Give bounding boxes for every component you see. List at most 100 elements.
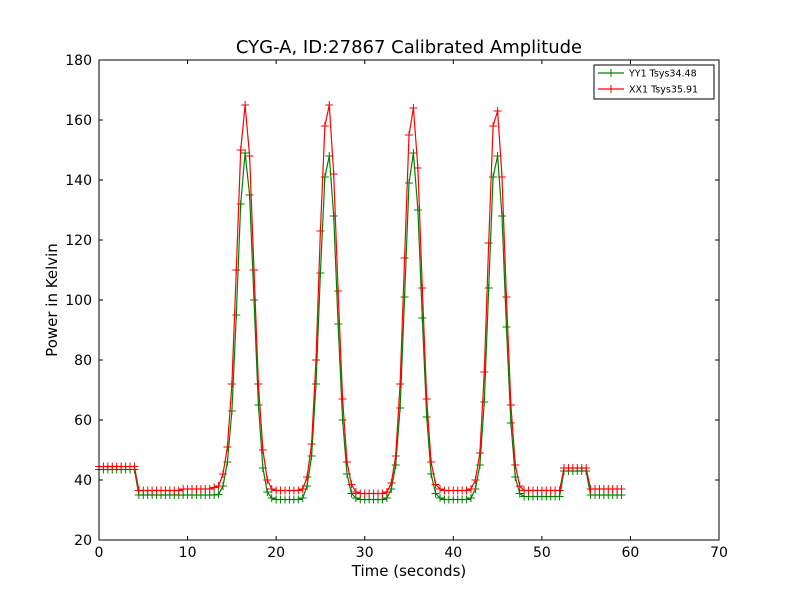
data-point-marker (462, 495, 471, 504)
data-point-marker (258, 446, 267, 454)
data-point-marker (347, 489, 356, 498)
data-point-marker (396, 380, 405, 388)
legend: YY1 Tsys34.48 XX1 Tsys35.91 (593, 64, 715, 100)
data-point-marker (303, 482, 312, 490)
data-point-marker (484, 239, 493, 247)
data-point-marker (174, 486, 183, 495)
data-point-marker (484, 284, 493, 292)
data-point-marker (334, 287, 343, 295)
data-point-marker (506, 419, 515, 427)
data-point-marker (351, 488, 360, 496)
data-point-marker (555, 486, 564, 495)
data-point-marker (511, 461, 520, 469)
data-point-marker (467, 494, 475, 502)
data-point-marker (436, 494, 444, 502)
data-point-marker (471, 476, 480, 484)
data-point-marker (316, 269, 325, 277)
data-point-marker (245, 191, 254, 199)
data-point-marker (409, 104, 418, 112)
data-point-marker (298, 494, 307, 502)
data-point-marker (298, 485, 307, 493)
data-point-marker (475, 449, 484, 457)
plot-series-group (95, 101, 626, 504)
y-tick-label: 20 (74, 533, 92, 549)
y-tick-label: 160 (65, 113, 92, 129)
ticks-group: 0 10 20 30 40 50 60 70 20 40 60 80 100 120 140 160 180 (65, 53, 728, 561)
data-point-marker (214, 482, 223, 490)
data-point-marker (431, 480, 440, 489)
data-point-marker (329, 212, 338, 220)
data-point-marker (245, 152, 254, 160)
data-point-marker (378, 489, 387, 498)
data-point-marker (462, 486, 471, 495)
data-point-marker (413, 164, 422, 172)
x-tick-label: 60 (622, 545, 640, 561)
legend-label: XX1 Tsys35.91 (629, 85, 698, 96)
data-point-marker (210, 491, 219, 499)
data-point-marker (312, 380, 320, 388)
data-point-marker (236, 200, 245, 208)
x-tick-label: 70 (710, 545, 728, 561)
x-tick-label: 30 (356, 545, 374, 561)
y-tick-label: 180 (65, 53, 92, 69)
data-point-marker (227, 407, 236, 415)
data-point-marker (250, 266, 258, 274)
series-xx1 (95, 101, 626, 498)
data-point-marker (334, 320, 343, 328)
legend-marker (607, 69, 615, 77)
data-point-marker (480, 398, 489, 406)
data-point-marker (431, 489, 440, 498)
legend-label: YY1 Tsys34.48 (628, 69, 697, 80)
y-axis-label: Power in Kelvin (43, 243, 61, 357)
data-point-marker (436, 485, 444, 493)
data-point-marker (130, 462, 139, 471)
data-point-marker (223, 443, 232, 451)
data-point-marker (400, 293, 409, 301)
x-tick-label: 0 (95, 545, 104, 561)
data-point-marker (254, 401, 263, 409)
data-point-marker (338, 416, 347, 424)
data-point-marker (267, 494, 276, 502)
data-point-marker (294, 495, 303, 504)
data-point-marker (391, 452, 400, 460)
data-point-marker (467, 485, 475, 493)
data-point-marker (316, 227, 325, 235)
data-point-marker (241, 101, 250, 109)
x-tick-label: 10 (179, 545, 197, 561)
data-point-marker (515, 482, 524, 490)
data-point-marker (400, 254, 409, 262)
data-point-marker (307, 440, 316, 448)
data-point-marker (582, 464, 591, 472)
data-point-marker (498, 173, 506, 181)
data-point-marker (418, 314, 427, 322)
y-tick-label: 80 (74, 353, 92, 369)
data-point-marker (405, 131, 413, 139)
data-point-marker (515, 489, 524, 498)
data-point-marker (502, 323, 511, 331)
data-point-marker (498, 212, 506, 220)
data-point-marker (263, 488, 272, 496)
y-tick-label: 120 (65, 233, 92, 249)
x-tick-label: 40 (444, 545, 462, 561)
data-point-marker (325, 101, 334, 109)
data-point-marker (219, 470, 227, 478)
data-point-marker (254, 380, 263, 388)
data-point-marker (320, 122, 329, 130)
legend-box (593, 64, 715, 100)
data-point-marker (250, 296, 258, 304)
data-point-marker (502, 293, 511, 301)
data-point-marker (396, 404, 405, 412)
legend-entry: YY1 Tsys34.48 (598, 69, 697, 80)
data-point-marker (489, 122, 498, 130)
data-point-marker (232, 311, 241, 319)
data-point-marker (422, 413, 431, 421)
data-point-marker (422, 395, 431, 403)
data-point-marker (232, 266, 241, 274)
data-point-marker (236, 146, 245, 154)
data-point-marker (382, 488, 391, 496)
data-point-marker (347, 480, 356, 489)
data-point-marker (409, 149, 418, 157)
